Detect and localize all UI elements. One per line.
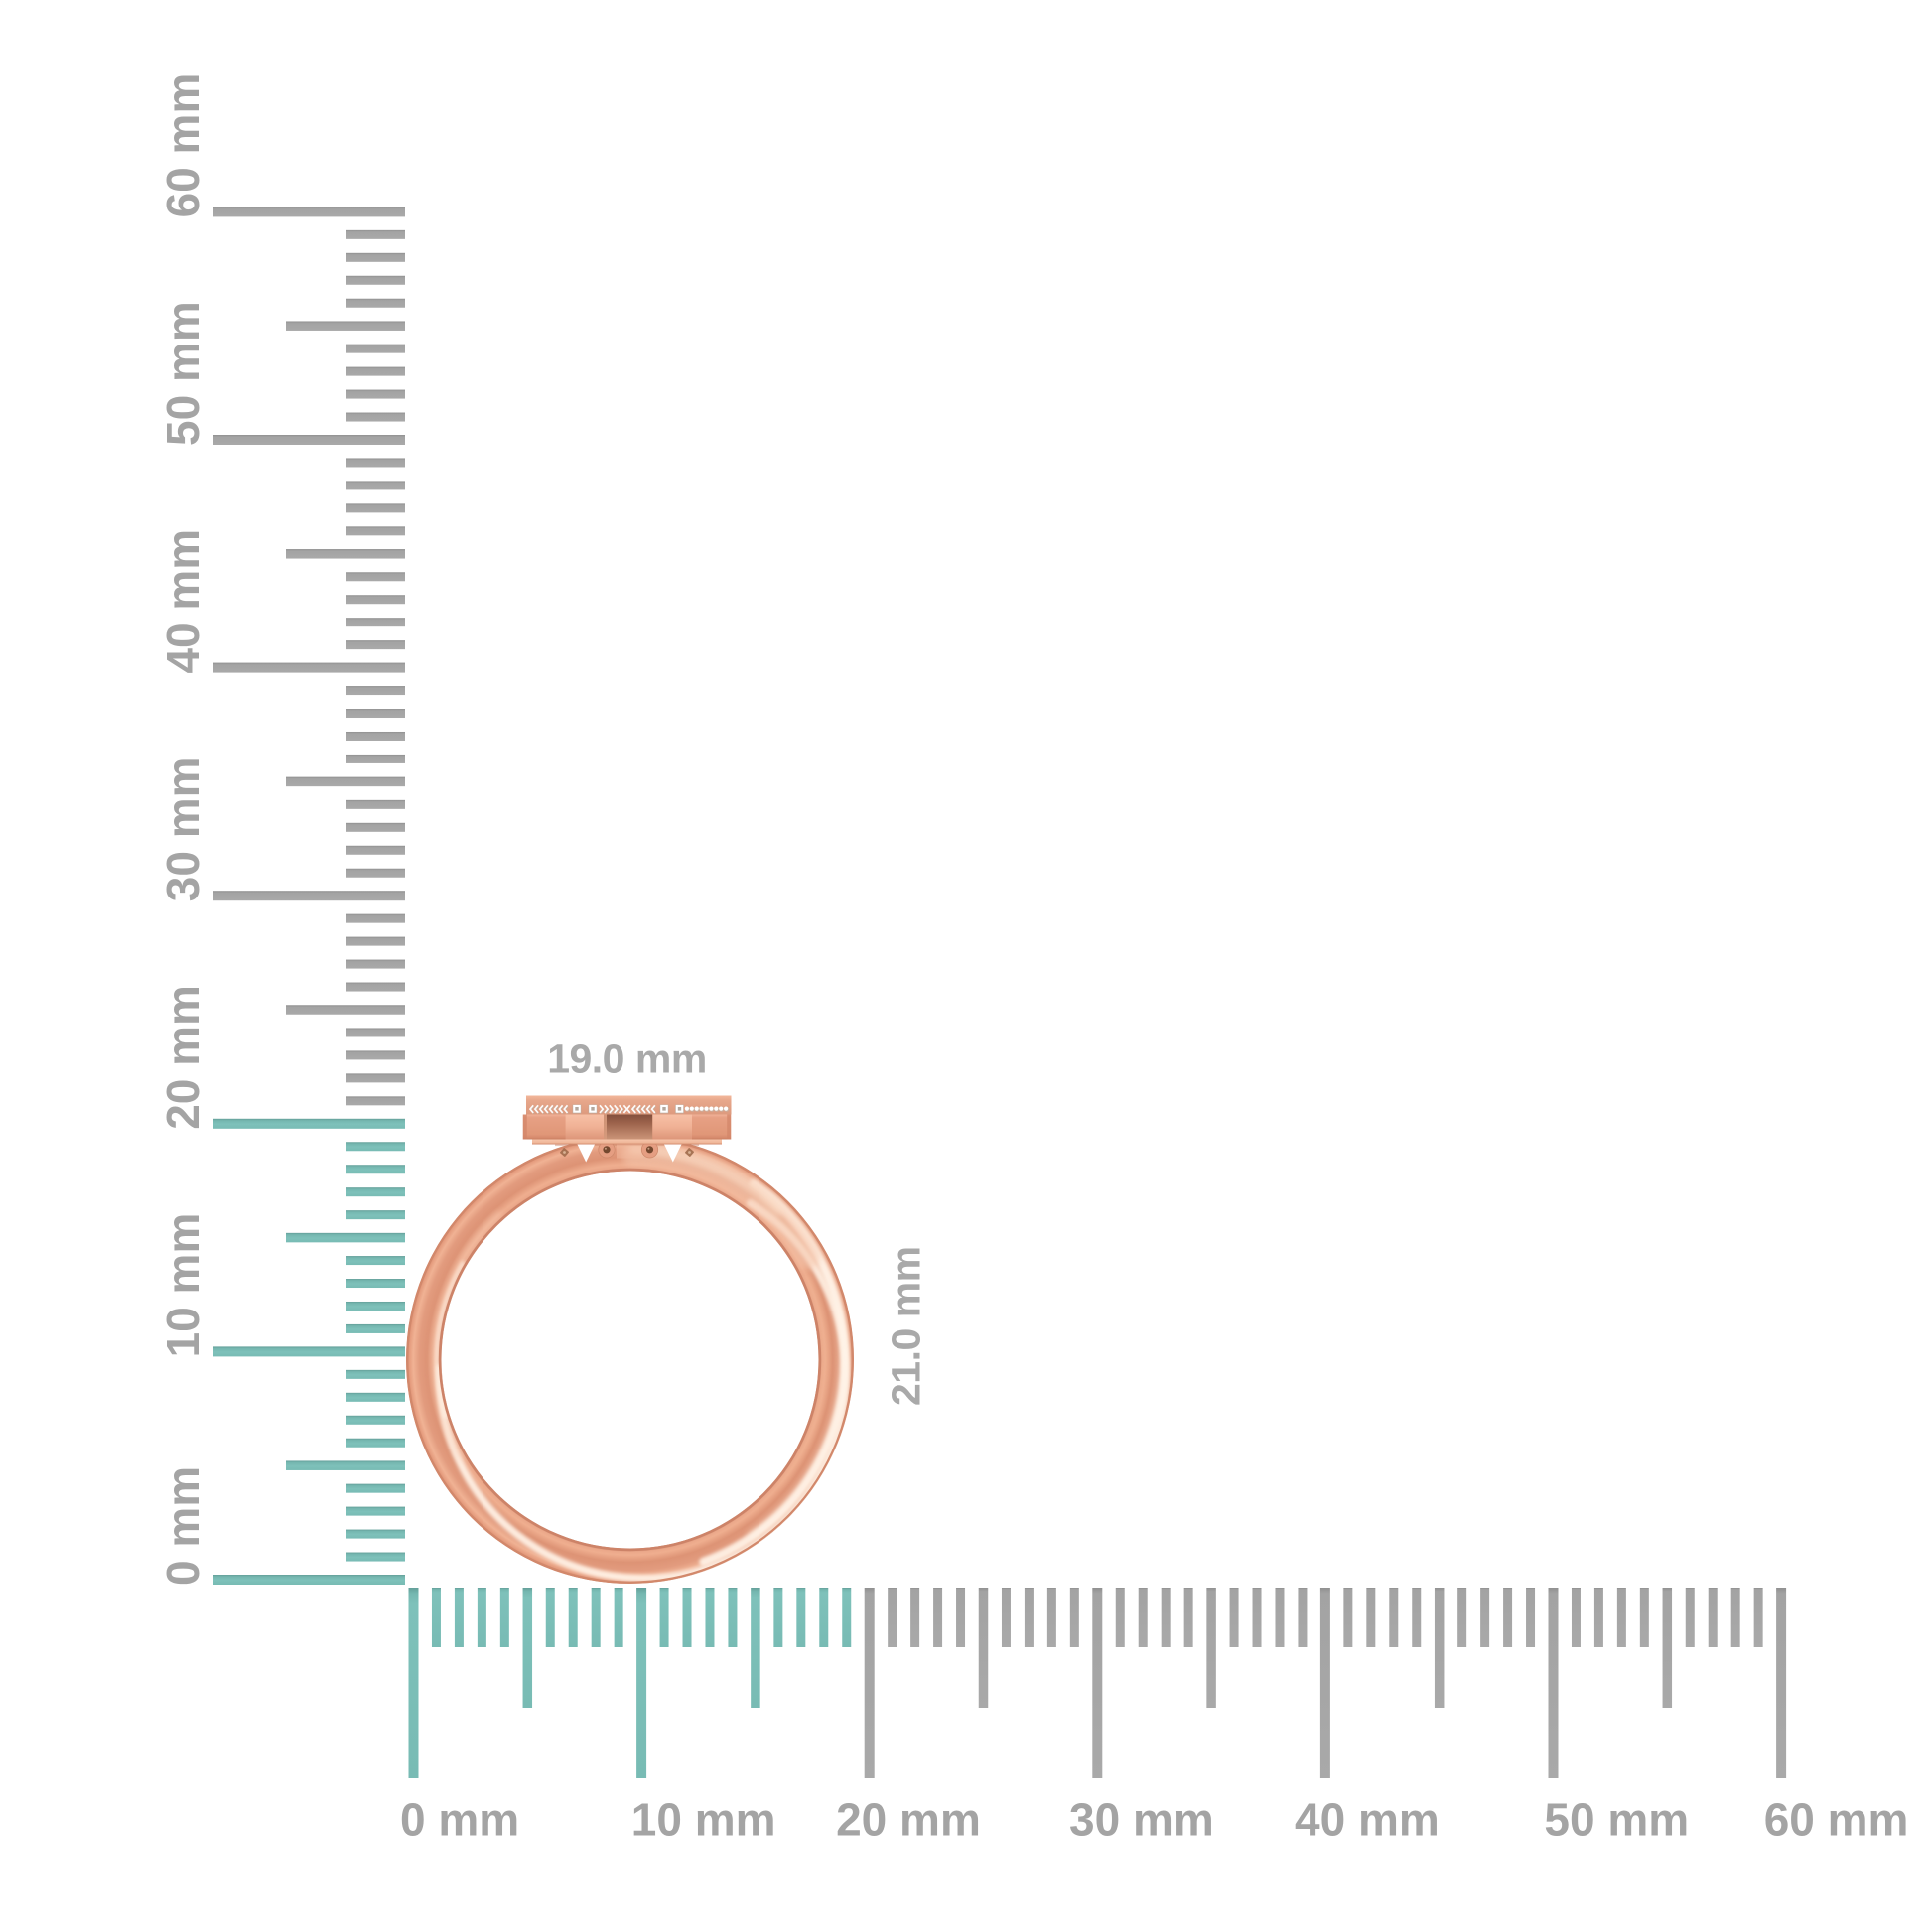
svg-text:19.0 mm: 19.0 mm xyxy=(547,1035,707,1081)
svg-text:10 mm: 10 mm xyxy=(631,1794,776,1846)
svg-text:10 mm: 10 mm xyxy=(157,1213,208,1358)
svg-text:0 mm: 0 mm xyxy=(400,1794,519,1846)
svg-text:60 mm: 60 mm xyxy=(157,73,208,218)
svg-text:21.0 mm: 21.0 mm xyxy=(883,1246,928,1406)
svg-text:40 mm: 40 mm xyxy=(1295,1794,1440,1846)
svg-text:20 mm: 20 mm xyxy=(157,985,208,1130)
svg-text:50 mm: 50 mm xyxy=(157,301,208,446)
svg-text:20 mm: 20 mm xyxy=(836,1794,981,1846)
svg-text:50 mm: 50 mm xyxy=(1544,1794,1689,1846)
svg-text:0 mm: 0 mm xyxy=(157,1466,208,1586)
svg-text:40 mm: 40 mm xyxy=(157,529,208,674)
svg-text:30 mm: 30 mm xyxy=(1069,1794,1214,1846)
svg-text:60 mm: 60 mm xyxy=(1764,1794,1909,1846)
svg-text:30 mm: 30 mm xyxy=(157,757,208,901)
